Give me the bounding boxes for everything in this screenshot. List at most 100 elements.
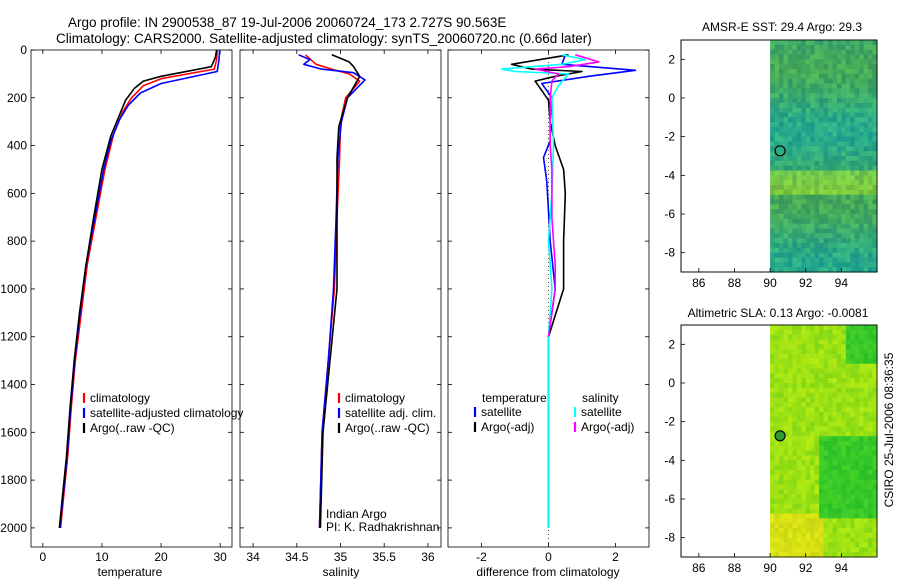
map-cell xyxy=(796,180,802,186)
map-cell xyxy=(805,523,811,529)
map-cell xyxy=(859,233,865,239)
map-cell xyxy=(841,392,847,399)
map-cell xyxy=(783,175,789,181)
map-cell xyxy=(801,325,807,331)
map-cell xyxy=(823,499,829,505)
map-cell xyxy=(828,107,834,114)
map-cell xyxy=(828,243,834,249)
map-cell xyxy=(792,199,798,205)
map-cell xyxy=(783,542,789,548)
map-cell xyxy=(859,339,865,345)
map-cell xyxy=(828,160,834,167)
map-cell xyxy=(868,238,874,244)
map-cell xyxy=(832,127,838,133)
map-cell xyxy=(783,107,789,114)
map-cell xyxy=(854,470,860,476)
map-cell xyxy=(810,214,816,220)
map-cell xyxy=(796,412,802,418)
map-cell xyxy=(836,465,842,471)
map-cell xyxy=(796,131,802,138)
map-cell xyxy=(819,185,825,191)
map-cell xyxy=(841,228,847,234)
map-cell xyxy=(814,354,820,360)
map-cell xyxy=(836,494,842,500)
map-cell xyxy=(832,532,838,539)
map-cell xyxy=(819,156,825,162)
map-cell xyxy=(801,214,807,220)
map-cell xyxy=(872,392,878,399)
map-cell xyxy=(787,479,793,486)
map-cell xyxy=(814,479,820,486)
map-cell xyxy=(779,112,785,118)
map-cell xyxy=(814,69,820,75)
map-cell xyxy=(823,339,829,345)
map-cell xyxy=(841,223,847,230)
map-cell xyxy=(774,416,780,423)
map-cell xyxy=(787,223,793,230)
map-cell xyxy=(872,518,878,524)
map-cell xyxy=(854,542,860,548)
series-line-argo-raw-qc- xyxy=(319,54,361,528)
map-cell xyxy=(810,180,816,186)
map-cell xyxy=(832,508,838,515)
map-cell xyxy=(792,223,798,230)
map-cell xyxy=(863,204,869,210)
map-cell xyxy=(868,387,874,394)
map-cell xyxy=(854,165,860,172)
map-cell xyxy=(783,93,789,99)
map-cell xyxy=(850,83,856,89)
map-cell xyxy=(845,523,851,529)
map-cell xyxy=(854,131,860,138)
map-cell xyxy=(828,64,834,70)
temperature-panel: temperature 0 10 20 30020040060080010001200… xyxy=(0,43,243,579)
map-cell xyxy=(779,49,785,56)
map-cell xyxy=(859,402,865,408)
map-cell xyxy=(836,479,842,486)
map-cell xyxy=(774,175,780,181)
map-cell xyxy=(796,233,802,239)
map-cell xyxy=(774,470,780,476)
map-cell xyxy=(792,508,798,515)
map-cell xyxy=(854,98,860,104)
map-cell xyxy=(872,383,878,389)
map-cell xyxy=(810,373,816,379)
map-cell xyxy=(859,503,865,510)
map-cell xyxy=(787,146,793,152)
map-cell xyxy=(828,489,834,495)
map-cell xyxy=(801,450,807,457)
map-cell xyxy=(832,397,838,403)
map-cell xyxy=(814,465,820,471)
map-cell xyxy=(850,170,856,176)
map-cell xyxy=(783,455,789,461)
map-cell xyxy=(810,339,816,345)
map-cell xyxy=(854,499,860,505)
map-cell xyxy=(863,88,869,94)
map-cell xyxy=(779,151,785,157)
map-cell xyxy=(796,199,802,205)
map-cell xyxy=(863,131,869,138)
map-cell xyxy=(845,542,851,548)
map-cell xyxy=(787,151,793,157)
map-cell xyxy=(823,243,829,249)
map-cell xyxy=(841,470,847,476)
map-cell xyxy=(859,436,865,442)
map-cell xyxy=(836,267,842,273)
map-cell xyxy=(836,431,842,437)
map-cell xyxy=(868,499,874,505)
map-cell xyxy=(850,523,856,529)
map-cell xyxy=(801,127,807,133)
map-cell xyxy=(810,407,816,413)
map-cell xyxy=(801,397,807,403)
map-cell xyxy=(805,117,811,123)
map-cell xyxy=(859,59,865,65)
map-cell xyxy=(792,465,798,471)
map-cell xyxy=(801,194,807,201)
map-cell xyxy=(770,455,776,461)
map-cell xyxy=(796,508,802,515)
map-cell xyxy=(859,127,865,133)
map-cell xyxy=(770,363,776,370)
map-cell xyxy=(850,542,856,548)
map-cell xyxy=(823,508,829,515)
annotation-indian-argo: Indian Argo xyxy=(326,507,387,521)
map-cell xyxy=(868,136,874,143)
